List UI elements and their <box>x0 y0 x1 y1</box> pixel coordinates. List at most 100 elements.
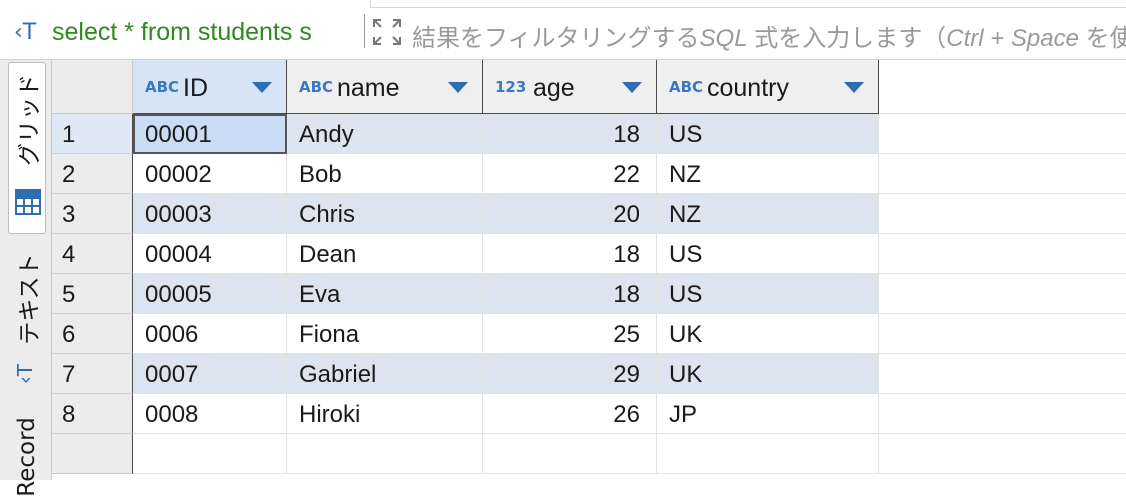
table-row[interactable]: 6 0006 Fiona 25 UK <box>52 314 1126 354</box>
expand-icon[interactable] <box>372 18 402 46</box>
cell-country[interactable]: JP <box>657 394 879 434</box>
cell-id[interactable]: 00002 <box>133 154 287 194</box>
column-name: name <box>337 74 400 102</box>
cell-name[interactable]: Hiroki <box>287 394 483 434</box>
cell-id[interactable]: 0006 <box>133 314 287 354</box>
table-row[interactable]: 1 00001 Andy 18 US <box>52 114 1126 154</box>
sort-dropdown-icon[interactable] <box>252 82 272 93</box>
cell-age[interactable]: 18 <box>483 274 657 314</box>
filter-bar: ‹T select * from students s 結果をフィルタリングする… <box>0 0 1126 60</box>
cell-country[interactable]: US <box>657 234 879 274</box>
cell-age[interactable]: 25 <box>483 314 657 354</box>
string-type-icon: ABC <box>145 78 180 96</box>
sql-text-icon[interactable]: ‹T <box>14 20 37 45</box>
filter-input[interactable]: 結果をフィルタリングするSQL 式を入力します（Ctrl + Space を使 <box>412 18 1126 53</box>
column-header-name[interactable]: ABC name <box>287 60 483 114</box>
cell-id[interactable]: 00005 <box>133 274 287 314</box>
tab-grid[interactable]: グリッド <box>8 62 46 234</box>
cell-id[interactable]: 00001 <box>133 114 287 154</box>
table-row[interactable]: 8 0008 Hiroki 26 JP <box>52 394 1126 434</box>
row-filler <box>879 154 1126 194</box>
cell-age[interactable]: 18 <box>483 234 657 274</box>
cell-country[interactable]: UK <box>657 314 879 354</box>
string-type-icon: ABC <box>669 78 704 96</box>
empty-row <box>52 434 1126 474</box>
filter-hint-prefix: 結果をフィルタリングする <box>412 25 700 52</box>
cell-id[interactable]: 0007 <box>133 354 287 394</box>
cell-country[interactable]: NZ <box>657 154 879 194</box>
cell-id[interactable]: 00003 <box>133 194 287 234</box>
table-row[interactable]: 4 00004 Dean 18 US <box>52 234 1126 274</box>
cell-id[interactable]: 0008 <box>133 394 287 434</box>
table-row[interactable]: 2 00002 Bob 22 NZ <box>52 154 1126 194</box>
filter-hint-keys: Ctrl + Space <box>946 25 1079 52</box>
row-filler <box>879 314 1126 354</box>
row-number <box>52 434 133 474</box>
cell-country[interactable]: US <box>657 114 879 154</box>
row-filler <box>879 234 1126 274</box>
row-filler <box>879 114 1126 154</box>
cell-name[interactable]: Fiona <box>287 314 483 354</box>
cell-name[interactable]: Eva <box>287 274 483 314</box>
view-mode-tabs: グリッド テキスト ‹T Record <box>0 60 52 497</box>
row-number[interactable]: 5 <box>52 274 133 314</box>
sort-dropdown-icon[interactable] <box>448 82 468 93</box>
cell-age[interactable]: 29 <box>483 354 657 394</box>
table-row[interactable]: 7 0007 Gabriel 29 UK <box>52 354 1126 394</box>
text-icon: ‹T <box>13 363 38 385</box>
cell-name[interactable]: Dean <box>287 234 483 274</box>
row-number[interactable]: 2 <box>52 154 133 194</box>
filter-hint-sql: SQL <box>699 25 748 52</box>
cell-name[interactable]: Chris <box>287 194 483 234</box>
column-header-id[interactable]: ABC ID <box>133 60 287 114</box>
grid-icon <box>15 189 41 215</box>
column-name: age <box>533 74 575 102</box>
table-row[interactable]: 5 00005 Eva 18 US <box>52 274 1126 314</box>
active-query-text[interactable]: select * from students s <box>52 18 312 46</box>
cell-name[interactable]: Gabriel <box>287 354 483 394</box>
cell-country[interactable]: UK <box>657 354 879 394</box>
tab-text[interactable]: テキスト ‹T <box>8 252 46 392</box>
row-number-header[interactable] <box>52 60 133 114</box>
empty-cell <box>133 434 287 474</box>
tab-record[interactable]: Record <box>8 417 46 496</box>
header-filler <box>879 60 1126 114</box>
column-header-age[interactable]: 123 age <box>483 60 657 114</box>
column-name: country <box>707 74 789 102</box>
row-number[interactable]: 7 <box>52 354 133 394</box>
cell-country[interactable]: NZ <box>657 194 879 234</box>
row-number[interactable]: 4 <box>52 234 133 274</box>
sort-dropdown-icon[interactable] <box>844 82 864 93</box>
toolbar-edge <box>370 0 1126 8</box>
row-number[interactable]: 6 <box>52 314 133 354</box>
row-filler <box>879 194 1126 234</box>
row-filler <box>879 274 1126 314</box>
results-grid: ABC ID ABC name 123 age ABC country 1 00… <box>52 60 1126 480</box>
cell-age[interactable]: 18 <box>483 114 657 154</box>
cell-age[interactable]: 22 <box>483 154 657 194</box>
row-number[interactable]: 8 <box>52 394 133 434</box>
cell-age[interactable]: 20 <box>483 194 657 234</box>
empty-cell <box>483 434 657 474</box>
empty-cell <box>657 434 879 474</box>
cell-name[interactable]: Andy <box>287 114 483 154</box>
column-name: ID <box>183 74 208 102</box>
filter-hint-mid: 式を入力します（ <box>747 25 947 52</box>
sort-dropdown-icon[interactable] <box>622 82 642 93</box>
row-filler <box>879 354 1126 394</box>
empty-cell <box>287 434 483 474</box>
column-header-country[interactable]: ABC country <box>657 60 879 114</box>
number-type-icon: 123 <box>495 78 527 96</box>
table-row[interactable]: 3 00003 Chris 20 NZ <box>52 194 1126 234</box>
tab-grid-label: グリッド <box>17 74 43 166</box>
tab-record-label: Record <box>14 417 40 497</box>
row-filler <box>879 434 1126 474</box>
cell-id[interactable]: 00004 <box>133 234 287 274</box>
row-number[interactable]: 1 <box>52 114 133 154</box>
filter-separator <box>364 14 365 48</box>
cell-name[interactable]: Bob <box>287 154 483 194</box>
cell-age[interactable]: 26 <box>483 394 657 434</box>
filter-hint-suffix: を使 <box>1085 25 1126 52</box>
cell-country[interactable]: US <box>657 274 879 314</box>
row-number[interactable]: 3 <box>52 194 133 234</box>
